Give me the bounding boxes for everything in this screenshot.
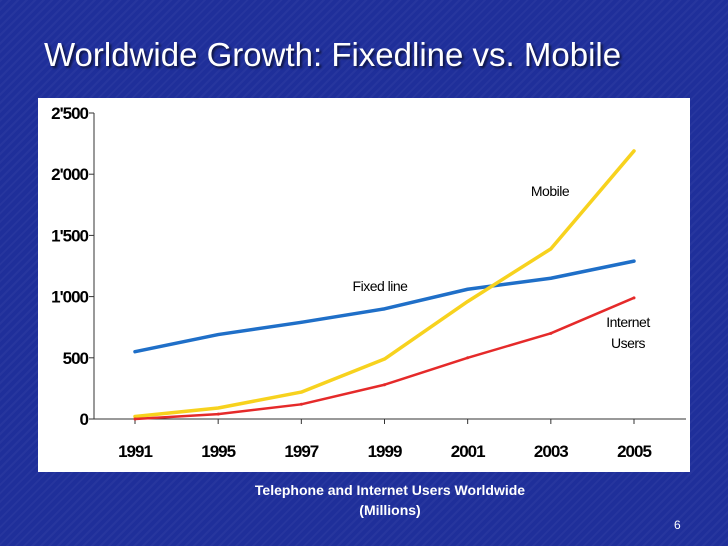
data-point-fixed-line: [466, 287, 470, 291]
data-point-internet-users: [466, 356, 470, 360]
data-point-fixed-line: [383, 307, 386, 311]
slide-title: Worldwide Growth: Fixedline vs. Mobile: [44, 36, 622, 73]
page-number: 6: [674, 518, 681, 532]
annotation-users: Users: [611, 335, 646, 351]
y-tick-label: 2'000: [51, 165, 88, 184]
line-annotations: Mobile Fixed line Internet Users: [353, 183, 651, 351]
data-point-mobile: [632, 149, 636, 153]
y-tick-label: 1'500: [51, 226, 88, 245]
data-point-internet-users: [549, 331, 553, 335]
x-tick-label: 1995: [201, 442, 235, 461]
x-tick-label: 2001: [451, 442, 485, 461]
data-point-internet-users: [133, 417, 137, 421]
data-point-internet-users: [299, 402, 303, 406]
x-tick-label: 1991: [118, 442, 152, 461]
series-line-fixed-line: [133, 259, 636, 354]
x-tick-label: 2003: [534, 442, 568, 461]
x-tick-label: 1999: [368, 442, 402, 461]
data-point-fixed-line: [299, 320, 303, 324]
data-point-mobile: [216, 406, 220, 410]
annotation-mobile: Mobile: [531, 183, 570, 199]
data-point-mobile: [299, 390, 303, 394]
caption-line-1: Telephone and Internet Users Worldwide: [254, 482, 526, 498]
data-point-fixed-line: [133, 350, 137, 354]
chart-panel: 0 500 1'000 1'500 2'000 2'500 1991 1995 1997 199…: [38, 98, 690, 472]
x-tick-label: 1997: [284, 442, 318, 461]
y-tick-label: 1'000: [51, 288, 88, 307]
y-axis: 0 500 1'000 1'500 2'000 2'500: [51, 104, 95, 429]
data-point-mobile: [549, 247, 553, 251]
annotation-internet: Internet: [606, 314, 650, 330]
x-axis: 1991 1995 1997 1999 2001 2003 2005: [94, 418, 686, 461]
data-point-internet-users: [216, 412, 220, 416]
series-lines: [133, 149, 636, 421]
y-tick-label: 0: [80, 410, 89, 429]
y-tick-label: 500: [63, 349, 89, 368]
caption-line-2: (Millions): [359, 502, 421, 518]
y-tick-label: 2'500: [51, 104, 88, 123]
x-tick-label: 2005: [617, 442, 651, 461]
data-point-internet-users: [383, 383, 386, 387]
annotation-fixed-line: Fixed line: [353, 278, 409, 294]
data-point-mobile: [133, 415, 137, 419]
data-point-internet-users: [632, 296, 636, 300]
chart-caption: Telephone and Internet Users Worldwide (…: [190, 480, 590, 520]
data-point-fixed-line: [216, 333, 220, 337]
data-point-fixed-line: [632, 259, 636, 263]
data-point-fixed-line: [549, 276, 553, 280]
data-point-mobile: [383, 357, 386, 361]
data-point-mobile: [466, 299, 470, 303]
